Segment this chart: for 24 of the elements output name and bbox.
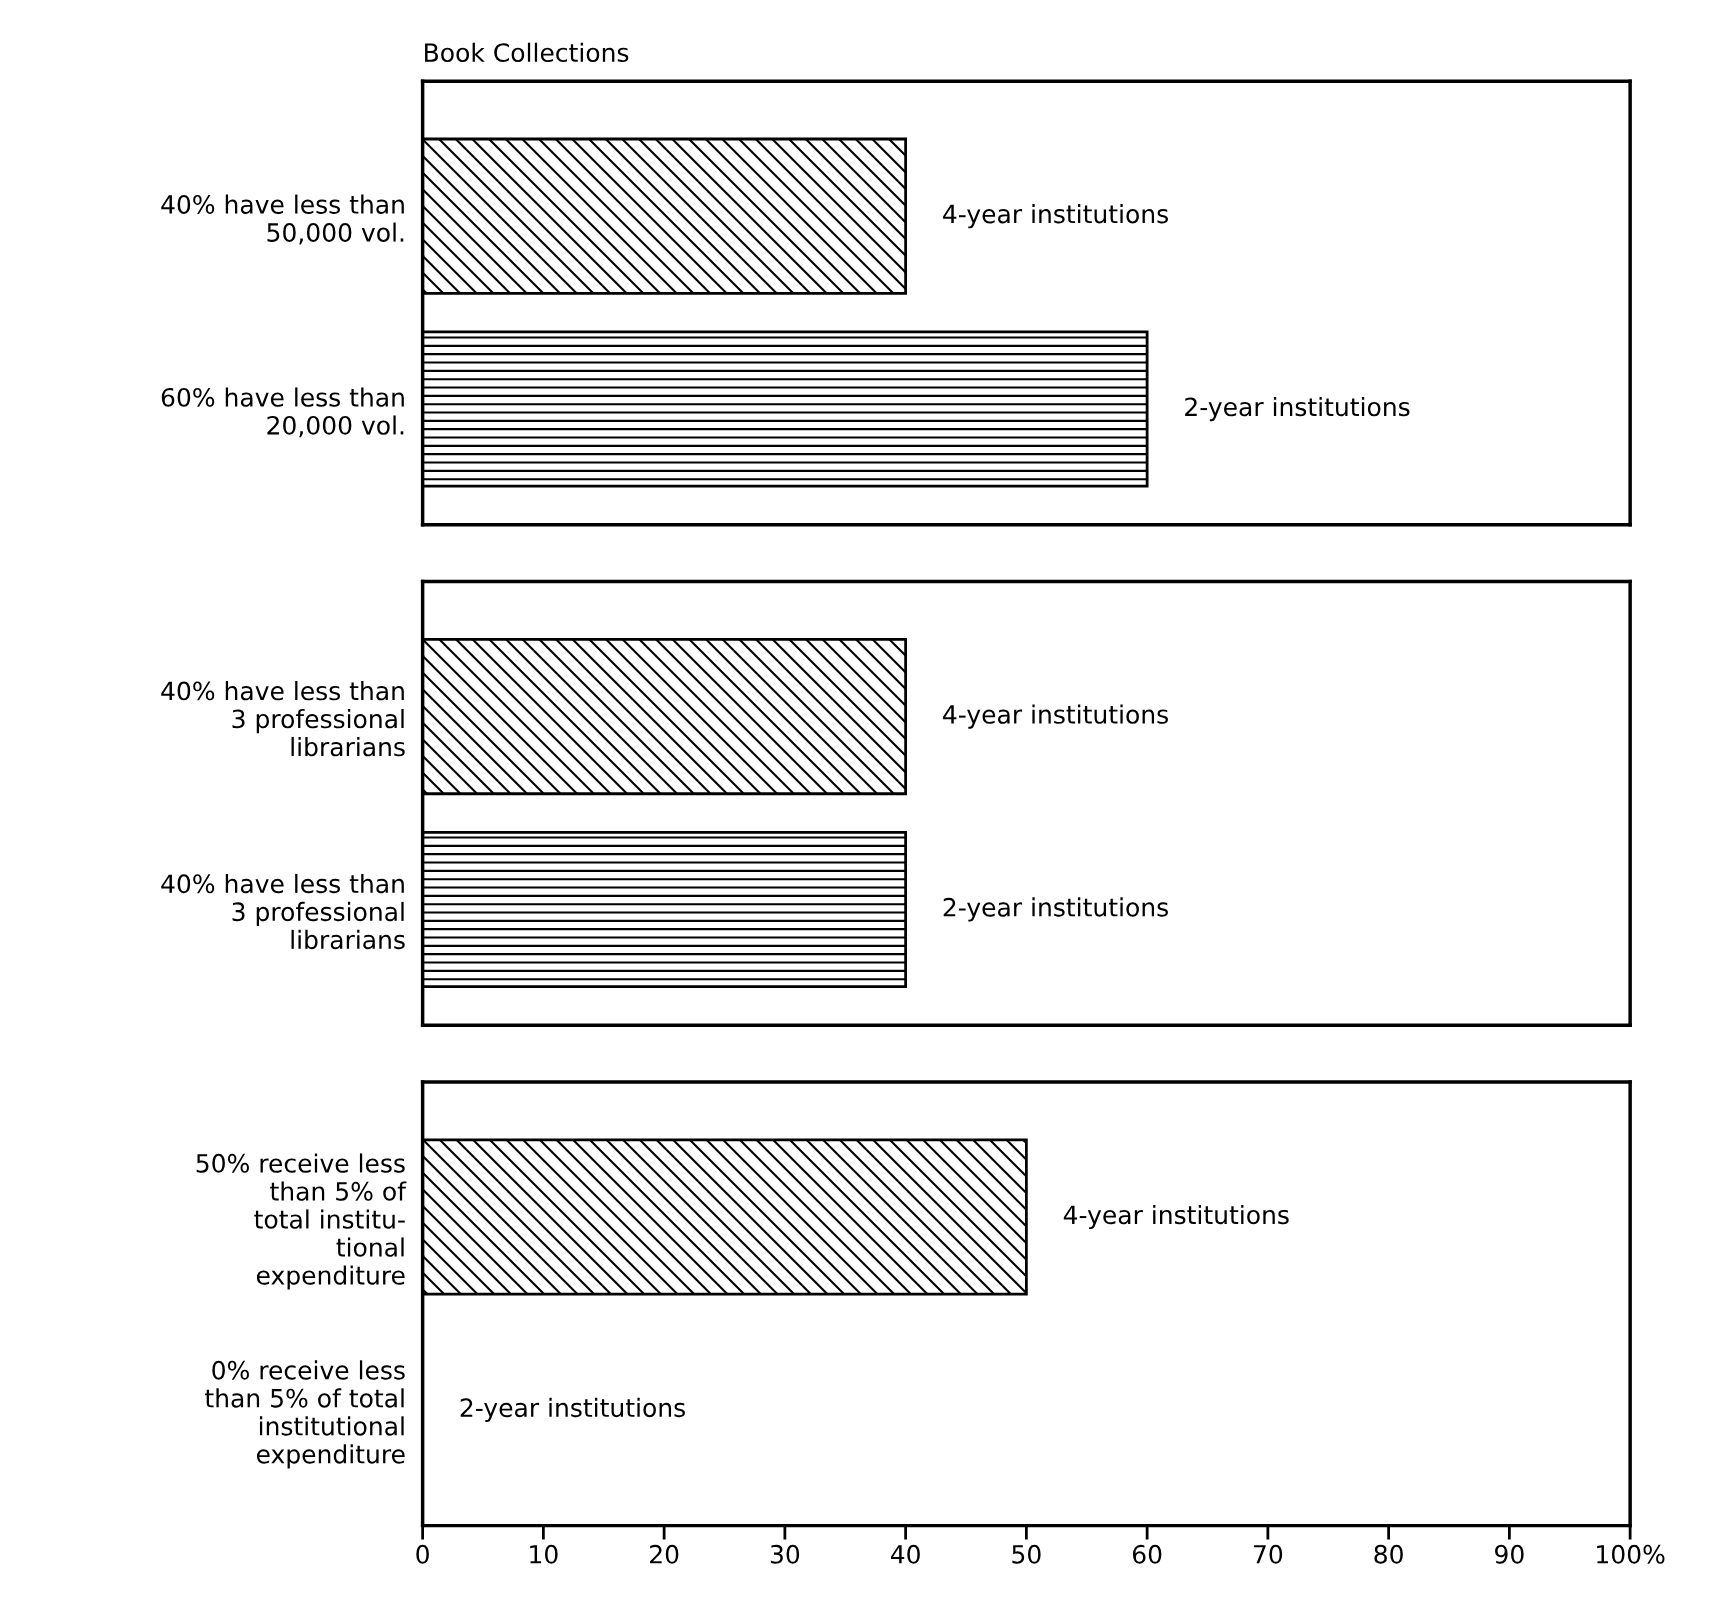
chart-title: Book Collections: [425, 42, 629, 63]
x-tick-label: 0: [416, 1544, 429, 1564]
y-tick-label: 0% receive less than 5% of total institutional expenditure: [205, 1360, 405, 1469]
x-tick-label: 70: [1254, 1544, 1283, 1564]
x-tick-label: 90: [1495, 1544, 1524, 1564]
series-label: 2-year institutions: [943, 897, 1168, 922]
x-tick-label: 100%: [1597, 1544, 1665, 1564]
y-tick-label: 50% receive less than 5% of total institu- tional expenditure: [196, 1153, 407, 1290]
x-tick-label: 50: [1012, 1544, 1041, 1564]
x-tick-label: 10: [530, 1544, 558, 1564]
y-tick-label: 40% have less than 50,000 vol.: [161, 194, 404, 245]
series-label: 4-year institutions: [943, 704, 1168, 729]
y-tick-label: 60% have less than 20,000 vol.: [161, 387, 404, 438]
x-tick-label: 20: [650, 1544, 679, 1564]
x-tick-label: 30: [770, 1544, 800, 1564]
series-label: 4-year institutions: [1063, 1204, 1289, 1230]
x-tick-label: 60: [1132, 1544, 1162, 1564]
series-label: 2-year institutions: [460, 1397, 685, 1422]
y-tick-label: 40% have less than 3 professional librarians: [161, 681, 405, 757]
x-tick-label: 80: [1374, 1544, 1403, 1564]
series-label: 4-year institutions: [943, 204, 1168, 229]
y-tick-label: 40% have less than 3 professional librarians: [161, 873, 405, 950]
series-label: 2-year institutions: [1185, 396, 1410, 422]
x-tick-label: 40: [890, 1544, 920, 1564]
